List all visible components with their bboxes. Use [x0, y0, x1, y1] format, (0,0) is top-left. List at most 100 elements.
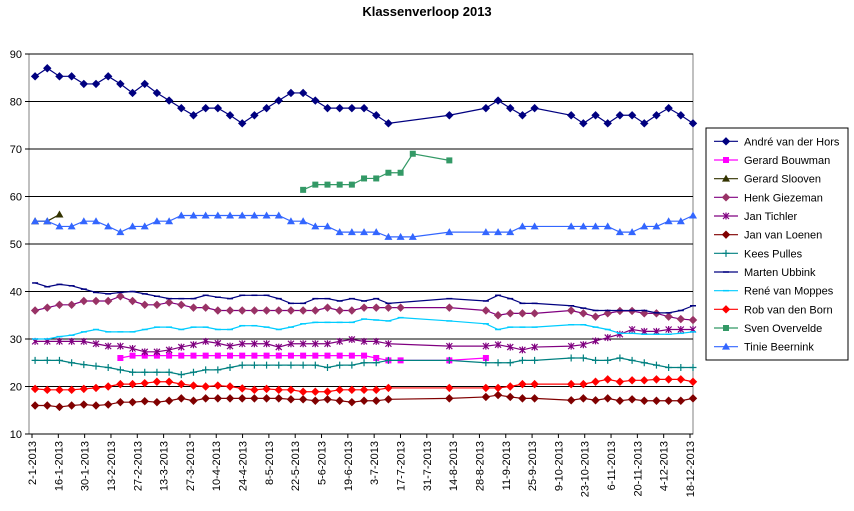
data-point [615, 377, 625, 386]
data-point [128, 397, 137, 407]
data-point [165, 368, 173, 376]
data-point [408, 232, 417, 240]
x-tick-label: 8-5-2013 [264, 441, 276, 485]
data-point [676, 217, 685, 225]
data-point [177, 103, 186, 113]
data-point [250, 385, 259, 395]
data-point [591, 377, 600, 386]
data-point [688, 394, 698, 403]
x-tick-label: 13-3-2013 [159, 441, 171, 491]
data-point [676, 396, 686, 405]
data-point [55, 210, 64, 218]
data-point [298, 88, 308, 98]
data-point [445, 383, 454, 393]
data-point [445, 228, 454, 236]
data-point [360, 337, 368, 345]
data-point [68, 359, 76, 367]
data-point [384, 356, 392, 364]
data-point [506, 359, 514, 367]
data-point [152, 217, 161, 225]
data-point [189, 303, 198, 312]
data-point [141, 348, 149, 356]
data-point [482, 359, 490, 367]
data-point [55, 222, 64, 230]
data-point [723, 157, 729, 163]
data-point [91, 296, 101, 306]
data-point [311, 222, 320, 230]
data-point [531, 343, 539, 351]
data-point [202, 366, 210, 374]
data-point [689, 211, 697, 219]
data-point [287, 352, 294, 359]
x-tick-label: 16-1-2013 [53, 441, 65, 491]
data-point [336, 181, 343, 188]
data-point [518, 309, 527, 318]
data-point [384, 232, 393, 240]
data-point [348, 181, 355, 188]
data-point [177, 343, 185, 351]
y-tick-label: 80 [10, 97, 22, 109]
data-point [311, 396, 320, 405]
data-point [506, 392, 515, 402]
data-point [152, 397, 162, 407]
series-4 [31, 326, 697, 356]
data-point [226, 342, 234, 350]
data-point [409, 150, 416, 157]
data-point [640, 222, 649, 230]
data-point [190, 352, 197, 359]
data-point [274, 306, 283, 315]
series-7 [32, 282, 696, 314]
data-point [627, 111, 637, 120]
data-point [566, 306, 576, 315]
data-point [225, 382, 235, 391]
data-point [531, 356, 539, 364]
data-point [446, 157, 453, 164]
data-point [238, 340, 246, 348]
data-point [372, 359, 380, 367]
legend-item: André van der Hors [714, 136, 840, 148]
data-point [688, 377, 698, 386]
x-tick-label: 4-12-2013 [659, 441, 671, 491]
x-tick-label: 6-11-2013 [606, 441, 618, 490]
data-point [251, 352, 258, 359]
data-point [262, 103, 271, 113]
data-point [238, 361, 246, 369]
data-point [721, 193, 731, 202]
data-point [300, 352, 307, 359]
data-point [164, 396, 174, 405]
data-point [250, 211, 259, 219]
data-point [299, 361, 307, 369]
data-point [615, 228, 624, 236]
data-point [104, 342, 112, 350]
data-point [335, 228, 344, 236]
data-point [80, 361, 88, 369]
data-point [226, 364, 234, 371]
data-point [165, 346, 173, 354]
data-point [116, 366, 124, 374]
data-point [189, 381, 198, 390]
data-point [518, 379, 527, 389]
legend-item: Tinie Beernink [714, 342, 814, 354]
data-point [676, 375, 686, 384]
data-point [238, 211, 247, 219]
data-point [140, 222, 149, 230]
data-point [336, 352, 343, 359]
data-point [189, 368, 197, 376]
data-point [385, 169, 392, 176]
data-point [579, 119, 588, 128]
data-point [128, 296, 137, 306]
data-point [591, 111, 600, 120]
data-point [664, 312, 673, 321]
data-point [116, 292, 125, 301]
data-point [152, 300, 162, 310]
data-point [262, 394, 271, 403]
data-point [372, 111, 381, 120]
data-point [566, 396, 576, 405]
data-point [604, 334, 612, 342]
x-tick-label: 28-8-2013 [474, 441, 486, 491]
data-point [336, 337, 344, 345]
data-point [566, 111, 576, 120]
data-point [79, 384, 89, 394]
data-point [103, 72, 113, 81]
data-point [603, 375, 612, 384]
